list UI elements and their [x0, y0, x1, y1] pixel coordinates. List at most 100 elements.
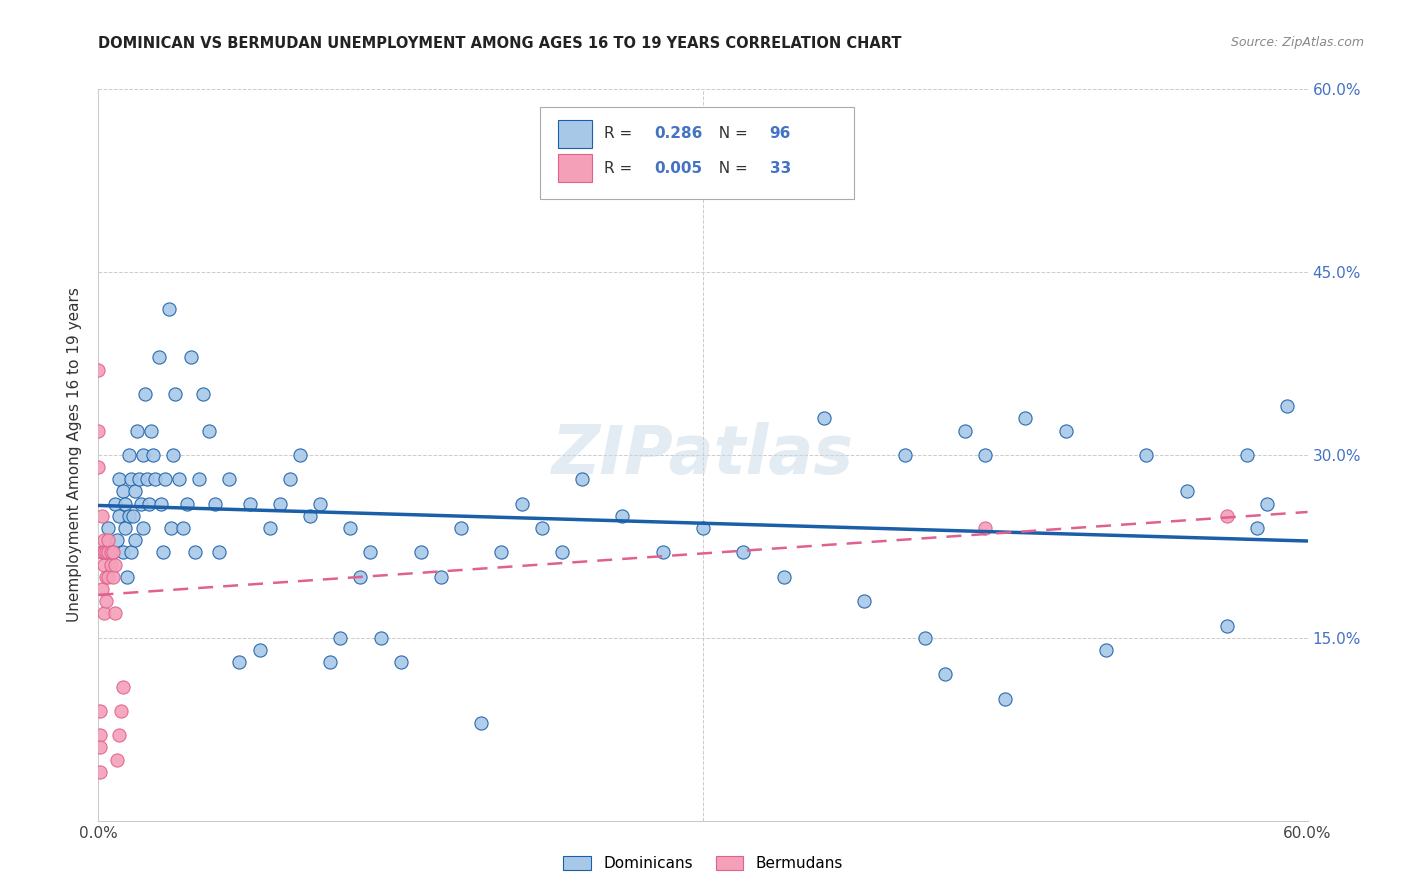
Point — [143, 472, 166, 486]
Point — [329, 631, 352, 645]
Point — [111, 545, 134, 559]
Point — [139, 424, 162, 438]
Text: DOMINICAN VS BERMUDAN UNEMPLOYMENT AMONG AGES 16 TO 19 YEARS CORRELATION CHART: DOMINICAN VS BERMUDAN UNEMPLOYMENT AMONG… — [98, 36, 901, 51]
Point — [132, 448, 155, 462]
Point — [100, 545, 122, 559]
Point — [105, 533, 128, 548]
Point — [733, 545, 755, 559]
Point — [1175, 484, 1198, 499]
Point — [612, 508, 634, 523]
Point — [1246, 521, 1268, 535]
Point — [1256, 497, 1278, 511]
Point — [172, 521, 194, 535]
Point — [124, 533, 146, 548]
Point — [389, 655, 412, 669]
Point — [249, 643, 271, 657]
Point — [813, 411, 835, 425]
Point — [105, 753, 128, 767]
Point — [1236, 448, 1258, 462]
Point — [160, 521, 183, 535]
Point — [1135, 448, 1157, 462]
Point — [450, 521, 472, 535]
Point — [259, 521, 281, 535]
Point — [93, 545, 115, 559]
Point — [107, 728, 129, 742]
Text: 0.286: 0.286 — [655, 127, 703, 141]
Point — [138, 497, 160, 511]
Point — [89, 728, 111, 742]
Point — [319, 655, 342, 669]
Point — [97, 521, 120, 535]
Legend: Dominicans, Bermudans: Dominicans, Bermudans — [555, 848, 851, 879]
Point — [198, 424, 221, 438]
Point — [152, 545, 174, 559]
Point — [89, 764, 111, 779]
Point — [208, 545, 231, 559]
Point — [87, 424, 110, 438]
Point — [114, 521, 136, 535]
Point — [91, 582, 114, 596]
Point — [96, 545, 118, 559]
Point — [97, 545, 120, 559]
Point — [153, 472, 176, 486]
Point — [97, 570, 120, 584]
Point — [91, 545, 114, 559]
Point — [101, 570, 124, 584]
Text: Source: ZipAtlas.com: Source: ZipAtlas.com — [1230, 36, 1364, 49]
Point — [269, 497, 291, 511]
Point — [188, 472, 211, 486]
Point — [339, 521, 361, 535]
Point — [228, 655, 250, 669]
Point — [103, 497, 125, 511]
Point — [129, 497, 152, 511]
FancyBboxPatch shape — [540, 108, 855, 199]
Point — [91, 508, 114, 523]
Point — [149, 497, 172, 511]
Point — [89, 740, 111, 755]
Point — [1014, 411, 1036, 425]
Text: N =: N = — [709, 127, 752, 141]
Point — [134, 387, 156, 401]
Point — [87, 460, 110, 475]
Point — [551, 545, 574, 559]
Point — [87, 362, 110, 376]
Point — [974, 448, 997, 462]
Point — [409, 545, 432, 559]
Point — [93, 558, 115, 572]
Point — [89, 704, 111, 718]
Point — [132, 521, 155, 535]
Point — [360, 545, 382, 559]
Point — [111, 680, 134, 694]
Point — [91, 545, 114, 559]
Point — [103, 558, 125, 572]
Point — [176, 497, 198, 511]
Y-axis label: Unemployment Among Ages 16 to 19 years: Unemployment Among Ages 16 to 19 years — [67, 287, 83, 623]
Point — [120, 472, 142, 486]
Point — [204, 497, 226, 511]
Point — [100, 558, 122, 572]
Point — [121, 508, 143, 523]
Point — [1054, 424, 1077, 438]
Point — [1277, 399, 1299, 413]
Text: ZIPatlas: ZIPatlas — [553, 422, 853, 488]
Point — [288, 448, 311, 462]
Point — [974, 521, 997, 535]
Point — [118, 508, 141, 523]
Text: 33: 33 — [769, 161, 790, 176]
Point — [142, 448, 165, 462]
Point — [180, 351, 202, 365]
Point — [162, 448, 184, 462]
Point — [110, 704, 132, 718]
Point — [1216, 618, 1239, 632]
Point — [914, 631, 936, 645]
Point — [135, 472, 157, 486]
Point — [853, 594, 876, 608]
Point — [184, 545, 207, 559]
Point — [115, 570, 138, 584]
Point — [120, 545, 142, 559]
Point — [309, 497, 332, 511]
Text: R =: R = — [603, 161, 637, 176]
Point — [96, 594, 118, 608]
Point — [299, 508, 322, 523]
Text: 0.005: 0.005 — [655, 161, 703, 176]
